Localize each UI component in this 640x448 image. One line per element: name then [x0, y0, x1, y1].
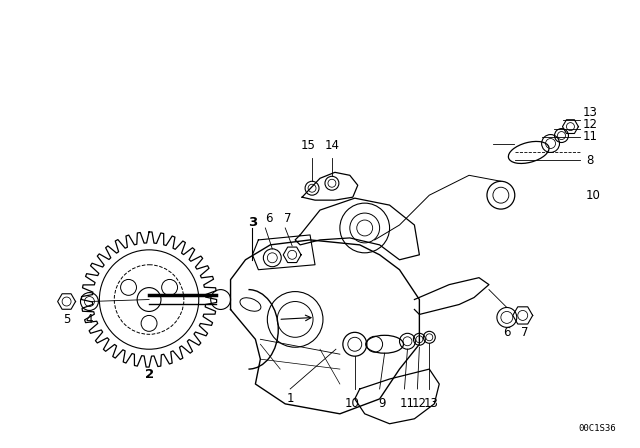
Text: 11: 11	[583, 130, 598, 143]
Text: 10: 10	[344, 397, 359, 410]
Text: 7: 7	[284, 211, 292, 224]
Text: 6: 6	[503, 326, 511, 339]
Text: 4: 4	[86, 313, 93, 326]
Text: 13: 13	[583, 106, 598, 119]
Text: 15: 15	[301, 139, 316, 152]
Text: 12: 12	[412, 397, 427, 410]
Text: 6: 6	[266, 211, 273, 224]
Text: 12: 12	[583, 118, 598, 131]
Text: 10: 10	[586, 189, 601, 202]
Text: 11: 11	[400, 397, 415, 410]
Text: 2: 2	[145, 367, 154, 380]
Text: 9: 9	[378, 397, 385, 410]
Text: 00C1S36: 00C1S36	[579, 424, 616, 433]
Text: 1: 1	[287, 392, 294, 405]
Text: 13: 13	[424, 397, 439, 410]
Text: 14: 14	[324, 139, 339, 152]
Text: 5: 5	[63, 313, 70, 326]
Text: 8: 8	[587, 154, 594, 167]
Text: 3: 3	[248, 215, 257, 228]
Text: 7: 7	[521, 326, 529, 339]
